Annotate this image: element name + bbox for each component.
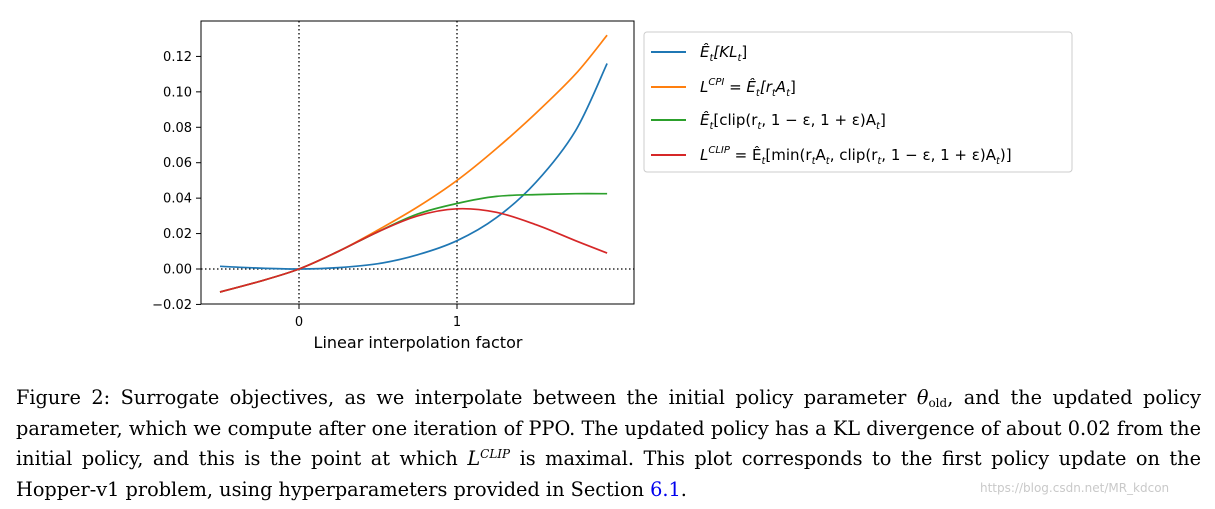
y-tick-label: 0.00 [163,263,192,278]
lclip-symbol: L [467,447,481,470]
y-tick-label: 0.12 [163,50,192,65]
legend-label-lclip: LCLIP = Êt[min(rtAt, clip(rt, 1 − ε, 1 +… [700,145,1012,167]
y-tick-label: 0.04 [163,192,192,207]
section-link[interactable]: 6.1 [650,477,681,501]
series-line-lclip [219,207,608,293]
y-tick-label: 0.08 [163,121,192,136]
legend-box [643,31,1073,173]
y-tick-label: −0.02 [152,298,192,313]
series-line-kl [219,63,608,270]
caption-part-4: . [680,477,687,501]
theta-symbol: θ [916,386,929,409]
x-tick-label: 0 [295,315,303,330]
x-tick-label: 1 [453,315,461,330]
y-tick-label: 0.10 [163,85,192,100]
lclip-superscript: CLIP [480,447,511,461]
caption-part-2: , and the updated policy parameter, whic… [16,386,1201,470]
y-tick-label: 0.06 [163,156,192,171]
series-line-cpi [219,34,608,293]
x-axis-label: Linear interpolation factor [314,333,523,352]
legend-label-kl: Êt[KLt] [700,42,747,64]
series-line-clip [219,192,608,293]
reference-lines [201,21,634,304]
y-tick-label: 0.02 [163,227,192,242]
series-layer [219,34,608,293]
theta-subscript: old [928,396,948,410]
caption-part-3: is maximal. This plot corresponds to the… [16,447,1201,501]
legend-label-clip: Êt[clip(rt, 1 − ε, 1 + ε)At] [700,110,886,132]
y-axis-ticks: −0.02 0.00 0.02 0.04 0.06 0.08 0.10 0.12 [152,50,201,313]
watermark: https://blog.csdn.net/MR_kdcon [980,481,1170,495]
plot-frame [200,20,635,305]
figure-caption: Figure 2: Surrogate objectives, as we in… [16,383,1201,505]
legend-label-cpi: LCPI = Êt[rtAt] [700,77,796,99]
caption-part-1: Figure 2: Surrogate objectives, as we in… [16,386,917,409]
legend: Êt[KLt] LCPI = Êt[rtAt] Êt[clip(rt, 1 − … [643,31,1073,173]
